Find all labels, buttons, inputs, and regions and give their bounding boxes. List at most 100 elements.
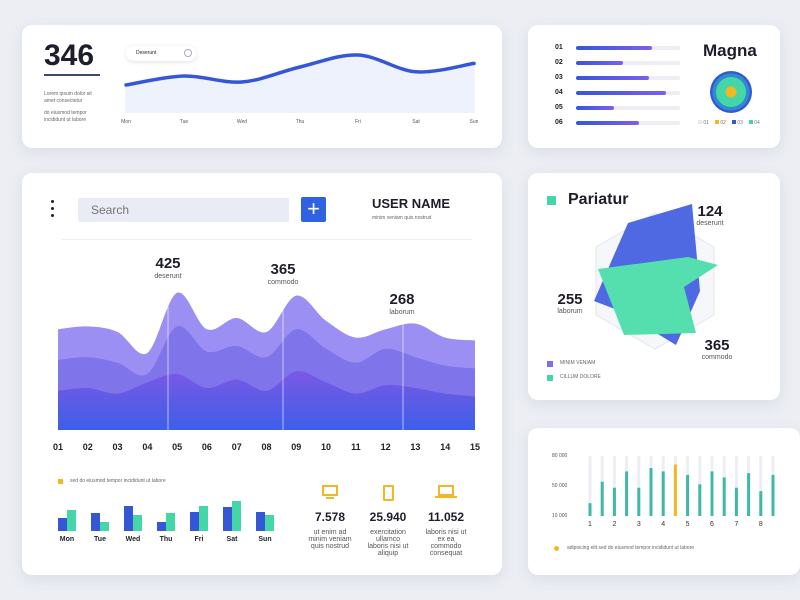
radar-value-255: 255 (557, 291, 583, 308)
legend-dot (554, 546, 559, 551)
magna-legend: 01 02 03 04 (698, 120, 760, 126)
search-input[interactable] (78, 198, 289, 222)
vertical-bars-card: 80 000 50 000 10 000 1 2 3 4 5 6 7 8 adipiscing el… (528, 428, 800, 575)
legend-item: 03 (731, 120, 743, 126)
bars-legend-text: sed do eiusmod tempor incididunt ut labo… (70, 478, 166, 484)
x-axis-label: 10 (321, 442, 332, 452)
add-button[interactable]: + (301, 197, 326, 222)
more-menu-icon[interactable] (51, 200, 55, 217)
y-tick-label: 80 000 (552, 453, 568, 459)
magna-card: 01 02 03 04 05 06 Magna 01 02 03 04 (528, 25, 780, 148)
legend-item: 01 (698, 120, 709, 126)
laptop-icon (434, 485, 458, 498)
bar-green (67, 510, 76, 531)
filter-pill[interactable]: Deserunt (126, 46, 196, 61)
day-label: Fri (194, 536, 204, 543)
day-label: Mon (59, 536, 75, 543)
x-axis-label: 11 (351, 442, 361, 452)
x-axis-label: 06 (201, 442, 212, 452)
weekly-line-chart (124, 53, 476, 113)
y-tick-label: 50 000 (552, 483, 568, 489)
row-label: 01 (555, 44, 563, 51)
bar-blue (256, 511, 265, 531)
area-chart (58, 288, 475, 430)
value-underline (44, 74, 100, 76)
title-marker (547, 196, 556, 205)
x-tick-label: 7 (734, 521, 739, 528)
x-tick-label: 3 (636, 521, 641, 528)
bar-blue (124, 505, 133, 531)
monitor-icon (318, 485, 342, 500)
bar-green (265, 514, 274, 531)
day-label: Tue (179, 119, 189, 125)
day-label: Sat (226, 536, 238, 543)
row-label: 02 (555, 59, 563, 66)
x-axis-label: 04 (142, 442, 153, 452)
stat-description: exercitation ullamco laboris nisi ut ali… (367, 529, 409, 557)
x-axis-label: 14 (440, 442, 451, 452)
line-area (126, 54, 474, 113)
weekly-line-card: 346 Lorem ipsum dolor sit amet consectet… (22, 25, 502, 148)
day-label: Sat (412, 119, 420, 125)
bar-chart-legend-text: adipiscing elit sed do eiusmod tempor in… (567, 545, 695, 551)
description-2: do eiusmod tempor incididunt ut labore (44, 110, 87, 123)
vertical-bar-chart (588, 456, 775, 516)
bar-green (199, 505, 208, 531)
total-value: 346 (44, 39, 95, 72)
bar-blue (91, 513, 100, 531)
radar-label-255: laborum (557, 308, 583, 315)
search-icon (184, 49, 192, 57)
filter-pill-label: Deserunt (136, 50, 157, 56)
peak-label: deserunt (154, 273, 182, 280)
x-axis-label: 12 (380, 442, 391, 452)
day-label: Wed (236, 119, 248, 125)
target-donut (710, 71, 752, 113)
legend-cillum-dolore: CILLUM DOLORE (560, 374, 601, 380)
stat-description: ut enim ad minim veniam quis nostrud (308, 529, 352, 550)
legend-swatch-cillum (547, 375, 553, 381)
legend-minim-veniam: MINIM VENIAM (560, 360, 596, 366)
bar-blue (157, 522, 166, 531)
legend-swatch-minim (547, 361, 553, 367)
day-label: Tue (94, 536, 106, 543)
x-axis-label: 03 (112, 442, 123, 452)
progress-fill (576, 76, 649, 80)
bar-green (100, 522, 109, 531)
peak-label: commodo (267, 279, 299, 286)
stat-value: 25.940 (369, 510, 407, 524)
stat-description: laboris nisi ut ex ea commodo consequat (425, 529, 467, 557)
day-label: Sun (469, 119, 479, 125)
day-label: Wed (125, 536, 141, 543)
x-axis-label: 05 (172, 442, 183, 452)
description-1: Lorem ipsum dolor sit amet consectetur (44, 91, 92, 104)
bar-blue (223, 507, 232, 531)
area-layer-front (58, 371, 475, 430)
x-tick-label: 2 (612, 521, 617, 528)
tablet-icon (376, 485, 400, 501)
x-axis-label: 15 (469, 442, 481, 452)
progress-track (576, 76, 680, 80)
x-axis-label: 01 (52, 442, 64, 452)
radar-label-365: commodo (701, 354, 733, 361)
user-name: USER NAME (372, 196, 451, 211)
progress-fill (576, 91, 667, 95)
radar-value-124: 124 (697, 203, 723, 220)
row-label: 03 (555, 74, 563, 81)
x-tick-label: 4 (661, 521, 666, 528)
radar-title: Pariatur (568, 191, 629, 208)
x-axis-label: 08 (261, 442, 272, 452)
day-label: Mon (121, 119, 131, 125)
y-tick-label: 10 000 (552, 513, 568, 519)
main-dashboard-card: + USER NAME minim veniam quis nostrud 42… (22, 173, 502, 575)
progress-fill (576, 46, 652, 50)
legend-dot (58, 479, 63, 484)
x-axis-label: 02 (82, 442, 93, 452)
bar-blue (190, 511, 199, 531)
day-label: Thu (295, 119, 305, 125)
header-divider (62, 239, 472, 240)
progress-track (576, 46, 680, 50)
day-label: Sun (258, 536, 272, 543)
x-axis-label: 13 (410, 442, 421, 452)
bar-green (133, 514, 142, 531)
radar-chart (594, 204, 718, 350)
